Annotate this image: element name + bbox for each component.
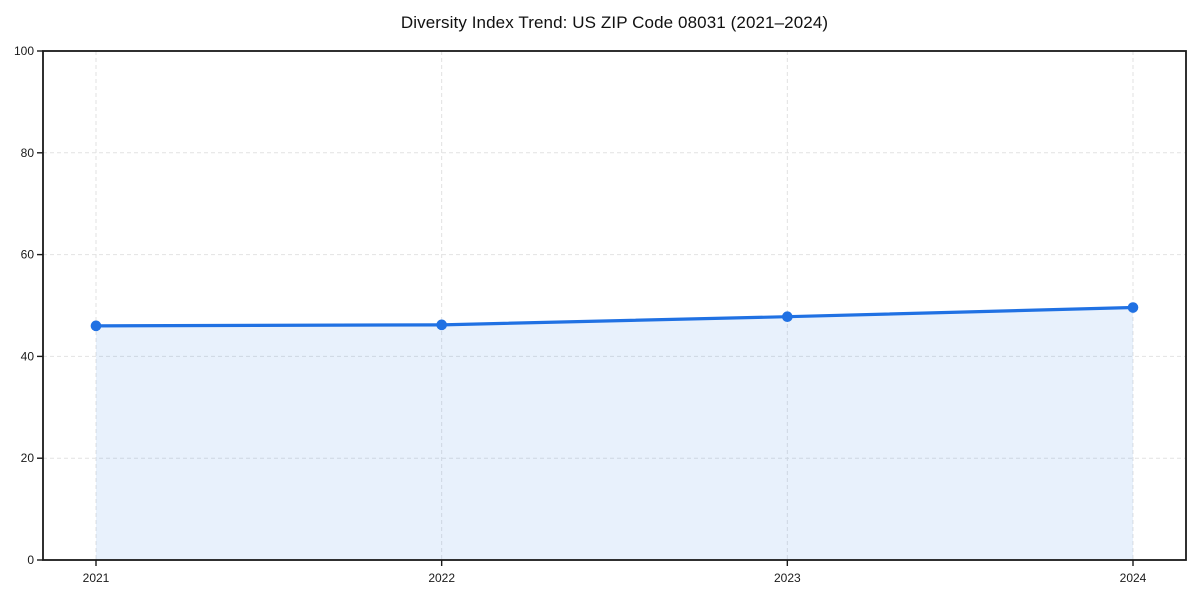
y-tick-label: 20 (21, 451, 35, 465)
y-tick-label: 100 (14, 44, 34, 58)
x-tick-label: 2024 (1120, 571, 1147, 585)
x-tick-label: 2022 (428, 571, 455, 585)
y-tick-label: 0 (27, 553, 34, 567)
area-fill (96, 307, 1133, 560)
data-point-2021 (90, 320, 102, 332)
data-point-2022 (436, 319, 447, 331)
x-tick-label: 2021 (83, 571, 110, 585)
plot-border (42, 50, 1187, 561)
data-point-2024 (1127, 302, 1139, 313)
data-point-2023 (782, 311, 793, 322)
y-tick-label: 40 (21, 349, 35, 363)
y-tick-label: 80 (21, 146, 35, 160)
chart-title: Diversity Index Trend: US ZIP Code 08031… (400, 13, 829, 32)
trend-line (94, 305, 1135, 328)
y-tick-label: 60 (21, 248, 35, 262)
x-tick-label: 2023 (774, 571, 801, 585)
